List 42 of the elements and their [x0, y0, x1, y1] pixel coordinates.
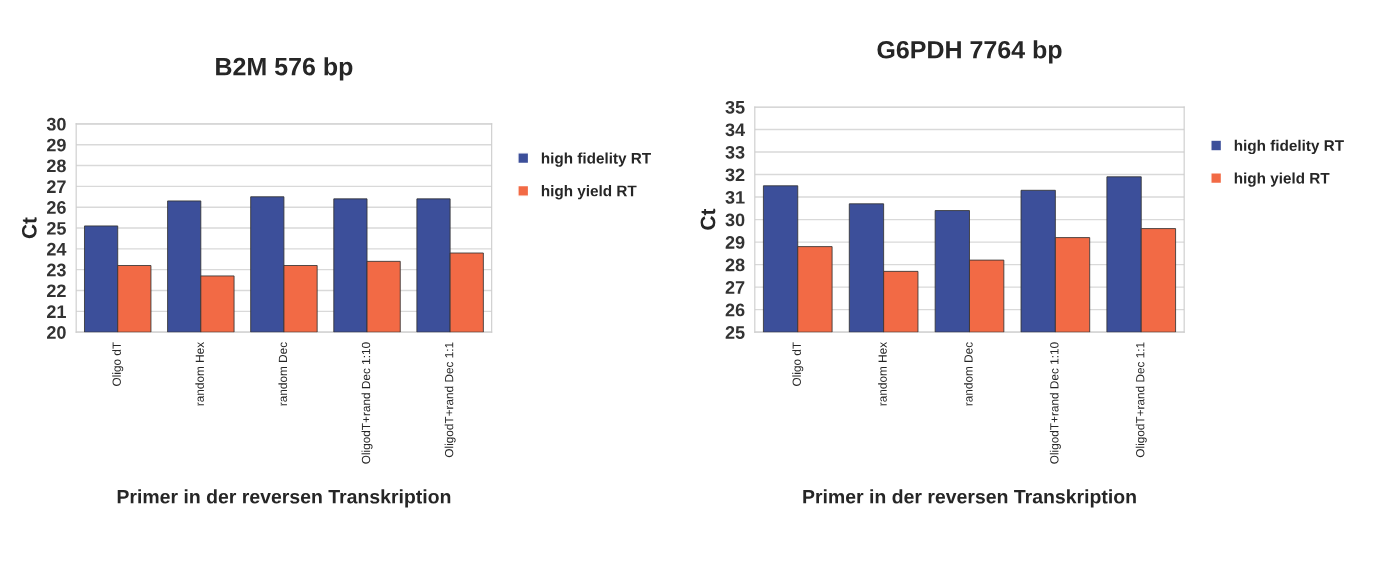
x-tick-label: OligodT+rand Dec 1:1 — [444, 342, 456, 458]
legend-label: high fidelity RT — [1234, 139, 1344, 155]
y-tick-label: 21 — [47, 305, 66, 318]
y-axis-title: Ct — [21, 217, 37, 239]
y-tick-label: 30 — [46, 117, 66, 131]
x-tick-label: Oligo dT — [792, 342, 804, 386]
x-tick-label: Oligo dT — [112, 342, 124, 386]
x-tick-label: random Hex — [878, 342, 887, 406]
x-tick-label: OligodT+rand Dec 1:1 — [1135, 342, 1147, 458]
legend-label: high fidelity RT — [541, 152, 651, 167]
y-tick-label: 27 — [725, 281, 745, 294]
y-tick-label: 20 — [47, 326, 66, 339]
y-tick-label: 29 — [725, 236, 745, 249]
x-tick-label: OligodT+rand Dec 1:10 — [361, 342, 373, 464]
chart-title: G6PDH 7764 bp — [877, 40, 1062, 64]
y-tick-label: 34 — [725, 123, 746, 137]
y-tick-label: 26 — [725, 303, 745, 317]
y-tick-label: 27 — [47, 180, 66, 193]
x-tick-label: OligodT+rand Dec 1:10 — [1049, 342, 1061, 464]
chart-title: B2M 576 bp — [216, 57, 353, 81]
x-axis-title: Primer in der reversen Transkription — [117, 489, 451, 508]
x-tick-label: random Dec — [964, 342, 973, 406]
x-tick-label: random Dec — [278, 342, 288, 406]
y-tick-label: 29 — [47, 138, 66, 152]
legend-label: high yield RT — [1234, 172, 1330, 187]
x-tick-label: random Hex — [195, 342, 204, 406]
y-tick-label: 28 — [47, 159, 66, 173]
y-tick-label: 25 — [47, 221, 66, 235]
y-tick-label: 28 — [725, 258, 745, 272]
y-tick-label: 31 — [725, 190, 745, 204]
x-axis-title: Primer in der reversen Transkription — [803, 489, 1136, 508]
legend-label: high yield RT — [541, 185, 637, 200]
y-tick-label: 23 — [47, 263, 66, 277]
y-tick-label: 26 — [47, 201, 66, 214]
y-tick-label: 35 — [725, 100, 745, 114]
y-tick-label: 32 — [725, 168, 745, 182]
y-tick-label: 22 — [47, 284, 66, 298]
y-tick-label: 24 — [47, 242, 67, 256]
y-axis-title: Ct — [700, 208, 716, 230]
y-tick-label: 33 — [725, 145, 745, 159]
y-tick-label: 25 — [725, 326, 745, 339]
y-tick-label: 30 — [725, 213, 745, 227]
